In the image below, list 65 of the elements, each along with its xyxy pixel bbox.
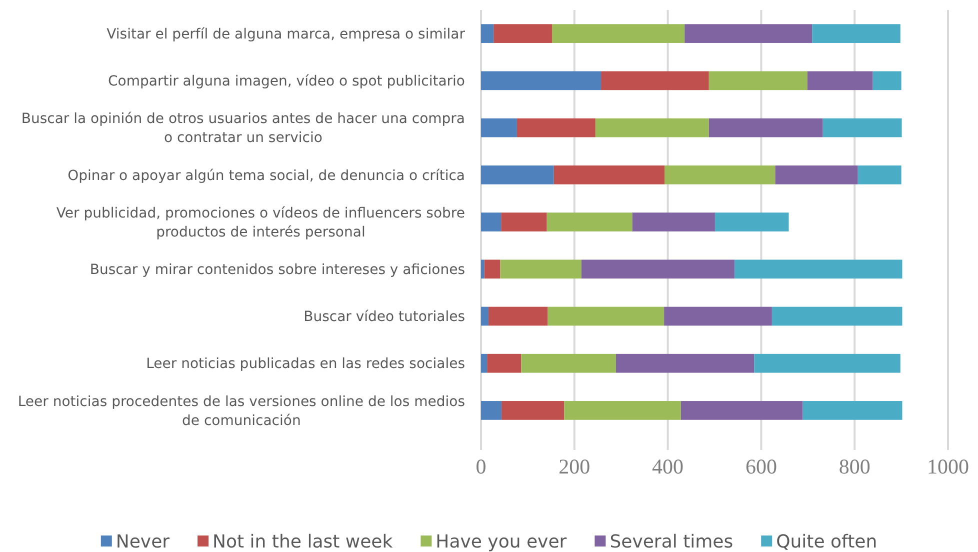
bar xyxy=(858,165,902,184)
y-tick-label: Visitar el perfíl de alguna marca, empresa o similar xyxy=(106,26,466,42)
x-tick-label: 600 xyxy=(745,454,777,478)
y-tick-label: Buscar vídeo tutoriales xyxy=(304,309,466,326)
bar xyxy=(772,306,902,326)
bar xyxy=(595,118,709,138)
bar xyxy=(481,401,502,420)
bar xyxy=(822,118,902,138)
bar xyxy=(481,118,517,138)
x-tick-label: 400 xyxy=(652,454,684,478)
bar xyxy=(664,165,776,184)
y-tick-label: Leer noticias publicadas en las redes sociales xyxy=(146,356,465,372)
bar xyxy=(802,401,902,420)
x-tick-label: 1000 xyxy=(927,454,969,478)
bar xyxy=(488,306,548,326)
bar xyxy=(708,118,823,138)
legend-label: Several times xyxy=(610,531,734,552)
x-tick-label: 200 xyxy=(558,454,590,478)
bar xyxy=(521,354,616,373)
bar xyxy=(516,118,596,138)
bar xyxy=(714,212,789,232)
y-tick-label: Opinar o apoyar algún tema social, de denuncia o crítica xyxy=(68,168,466,184)
bar xyxy=(812,24,900,43)
y-tick-label: Buscar y mirar contenidos sobre intereses y aficiones xyxy=(90,262,465,278)
bar xyxy=(872,71,902,90)
bar xyxy=(775,165,858,184)
x-tick-label: 0 xyxy=(476,454,486,478)
y-tick-label: Buscar la opinión de otros usuarios antes de hacer una compra o contratar un servicio xyxy=(21,111,466,146)
bar xyxy=(494,24,552,43)
bar xyxy=(481,24,494,43)
bar xyxy=(502,401,564,420)
bar xyxy=(734,260,902,279)
bar xyxy=(487,354,522,373)
bar xyxy=(484,260,500,279)
bar xyxy=(501,212,547,232)
bar xyxy=(616,354,754,373)
bar xyxy=(554,165,665,184)
bar xyxy=(548,306,664,326)
bar xyxy=(664,306,772,326)
bar xyxy=(564,401,681,420)
bar xyxy=(481,306,488,326)
bar xyxy=(552,24,685,43)
legend-label: Never xyxy=(116,531,170,552)
bar xyxy=(754,354,900,373)
bar xyxy=(481,260,484,279)
bar xyxy=(481,212,502,232)
legend-label: Quite often xyxy=(776,531,878,552)
bar xyxy=(546,212,632,232)
bar xyxy=(481,354,488,373)
x-tick-label: 800 xyxy=(838,454,870,478)
bar xyxy=(684,24,812,43)
y-tick-label: Leer noticias procedentes de las versiones online de los medios de comunicación xyxy=(18,394,466,429)
bar xyxy=(680,401,803,420)
bar xyxy=(807,71,873,90)
bar xyxy=(500,260,582,279)
y-tick-label: Ver publicidad, promociones o vídeos de influencers sobre productos de interés personal xyxy=(56,205,466,240)
y-tick-label: Compartir alguna imagen, vídeo o spot publicitario xyxy=(108,74,465,90)
legend-label: Have you ever xyxy=(436,531,568,552)
legend-label: Not in the last week xyxy=(212,531,394,552)
bar xyxy=(632,212,715,232)
bar xyxy=(601,71,709,90)
bar xyxy=(481,165,554,184)
bar xyxy=(708,71,808,90)
bar xyxy=(481,71,602,90)
bar xyxy=(581,260,735,279)
